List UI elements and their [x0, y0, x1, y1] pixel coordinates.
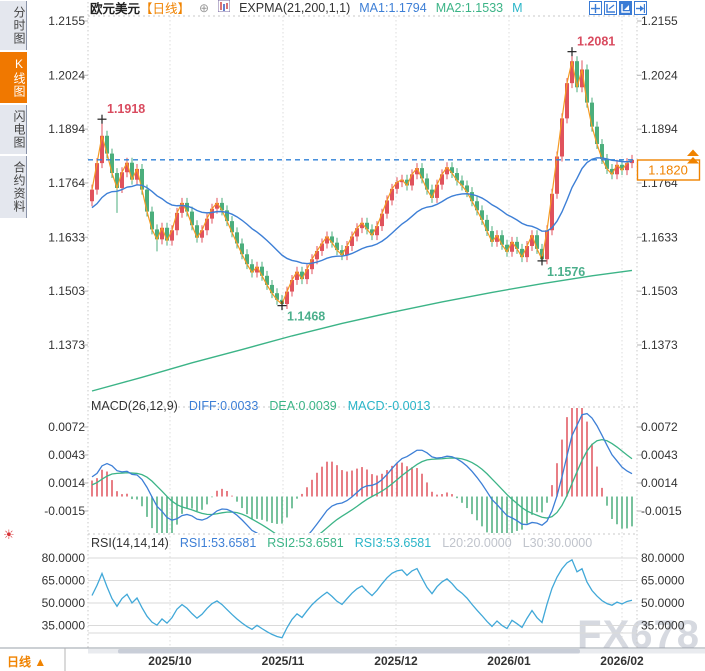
svg-text:1.1820: 1.1820 [648, 163, 688, 178]
symbol-title: 欧元美元【日线】 [90, 0, 190, 17]
axis-scale-icon[interactable] [619, 1, 632, 15]
svg-text:0.0072: 0.0072 [641, 420, 678, 434]
svg-text:80.0000: 80.0000 [641, 551, 685, 565]
period-selector[interactable]: 日线 ▲ [7, 655, 47, 669]
rsi3-value: RSI3:53.6581 [354, 536, 432, 550]
svg-text:2026/01: 2026/01 [487, 654, 531, 668]
svg-text:1.1373: 1.1373 [641, 338, 678, 352]
ma2-value: MA2:1.1533 [435, 0, 504, 15]
scrollbar-thumb [118, 649, 580, 654]
symbol-name: 欧元美元 [90, 2, 141, 16]
rsi1-value: RSI1:53.6581 [179, 536, 257, 550]
svg-text:-0.0015: -0.0015 [44, 504, 85, 518]
macd-legend: MACD(26,12,9) DIFF:0.0033 DEA:0.0039 MAC… [91, 399, 430, 413]
svg-text:2025/11: 2025/11 [262, 654, 305, 668]
svg-text:80.0000: 80.0000 [42, 551, 86, 565]
svg-text:2025/10: 2025/10 [148, 654, 192, 668]
svg-text:1.1764: 1.1764 [48, 176, 85, 190]
svg-text:50.0000: 50.0000 [641, 596, 685, 610]
candle-chart-icon [217, 0, 231, 15]
svg-text:1.2155: 1.2155 [641, 14, 678, 28]
sidebar-tab-3[interactable]: 闪电图 [0, 105, 27, 154]
chart-toolbar [589, 1, 647, 15]
rsi-title: RSI(14,14,14) [91, 536, 169, 550]
svg-text:0.0072: 0.0072 [48, 420, 85, 434]
svg-text:0.0014: 0.0014 [641, 476, 678, 490]
svg-text:65.0000: 65.0000 [42, 574, 86, 588]
svg-text:35.0000: 35.0000 [42, 619, 86, 633]
svg-text:50.0000: 50.0000 [42, 596, 86, 610]
svg-text:0.0043: 0.0043 [641, 448, 678, 462]
svg-text:1.1503: 1.1503 [641, 284, 678, 298]
svg-text:1.1373: 1.1373 [48, 338, 85, 352]
macd-dea-value: DEA:0.0039 [269, 399, 337, 413]
pan-right-icon[interactable] [634, 1, 647, 15]
rsi2-value: RSI2:53.6581 [267, 536, 344, 550]
svg-text:1.1503: 1.1503 [48, 284, 85, 298]
ma3-value: M [512, 0, 523, 15]
sidebar-tab-2[interactable]: K线图 [0, 52, 27, 103]
svg-text:0.0014: 0.0014 [48, 476, 85, 490]
svg-text:1.1633: 1.1633 [641, 230, 678, 244]
rsi-l20-value: L20:20.0000 [442, 536, 512, 550]
svg-text:35.0000: 35.0000 [641, 619, 685, 633]
sidebar-tab-4[interactable]: 合约资料 [0, 156, 27, 218]
svg-text:1.1576: 1.1576 [547, 265, 585, 279]
svg-text:1.1894: 1.1894 [48, 122, 85, 136]
svg-text:65.0000: 65.0000 [641, 574, 685, 588]
svg-text:1.1633: 1.1633 [48, 230, 85, 244]
sidebar: 分时图 K线图 闪电图 合约资料 [0, 1, 27, 220]
rsi-l30-value: L30:30.0000 [522, 536, 593, 550]
add-indicator-icon[interactable]: ⊕ [199, 0, 210, 15]
svg-text:1.1894: 1.1894 [641, 122, 678, 136]
axis-range-icon[interactable] [604, 1, 617, 15]
svg-text:1.2024: 1.2024 [641, 68, 678, 82]
svg-text:2025/12: 2025/12 [374, 654, 418, 668]
svg-text:-0.0015: -0.0015 [641, 504, 682, 518]
macd-title: MACD(26,12,9) [91, 399, 178, 413]
svg-text:0.0043: 0.0043 [48, 448, 85, 462]
indicator-label: EXPMA(21,200,1,1) [239, 0, 351, 15]
svg-text:1.1468: 1.1468 [287, 310, 325, 324]
rsi-legend: RSI(14,14,14) RSI1:53.6581 RSI2:53.6581 … [91, 536, 592, 550]
crosshair-icon[interactable] [589, 1, 602, 15]
svg-text:1.2024: 1.2024 [48, 68, 85, 82]
sidebar-tab-1[interactable]: 分时图 [0, 1, 27, 50]
svg-text:1.2155: 1.2155 [48, 14, 85, 28]
chart-header: 欧元美元【日线】 ⊕ EXPMA(21,200,1,1) MA1:1.1794 … [90, 0, 527, 17]
period-tag: 【日线】 [140, 2, 191, 16]
svg-text:1.2081: 1.2081 [577, 35, 615, 49]
svg-text:2026/02: 2026/02 [600, 654, 644, 668]
live-indicator-icon[interactable]: ☀ [3, 527, 15, 542]
svg-text:1.1918: 1.1918 [107, 102, 145, 116]
ma1-value: MA1:1.1794 [359, 0, 427, 15]
macd-hist-value: MACD:-0.0013 [347, 399, 431, 413]
macd-diff-value: DIFF:0.0033 [188, 399, 259, 413]
